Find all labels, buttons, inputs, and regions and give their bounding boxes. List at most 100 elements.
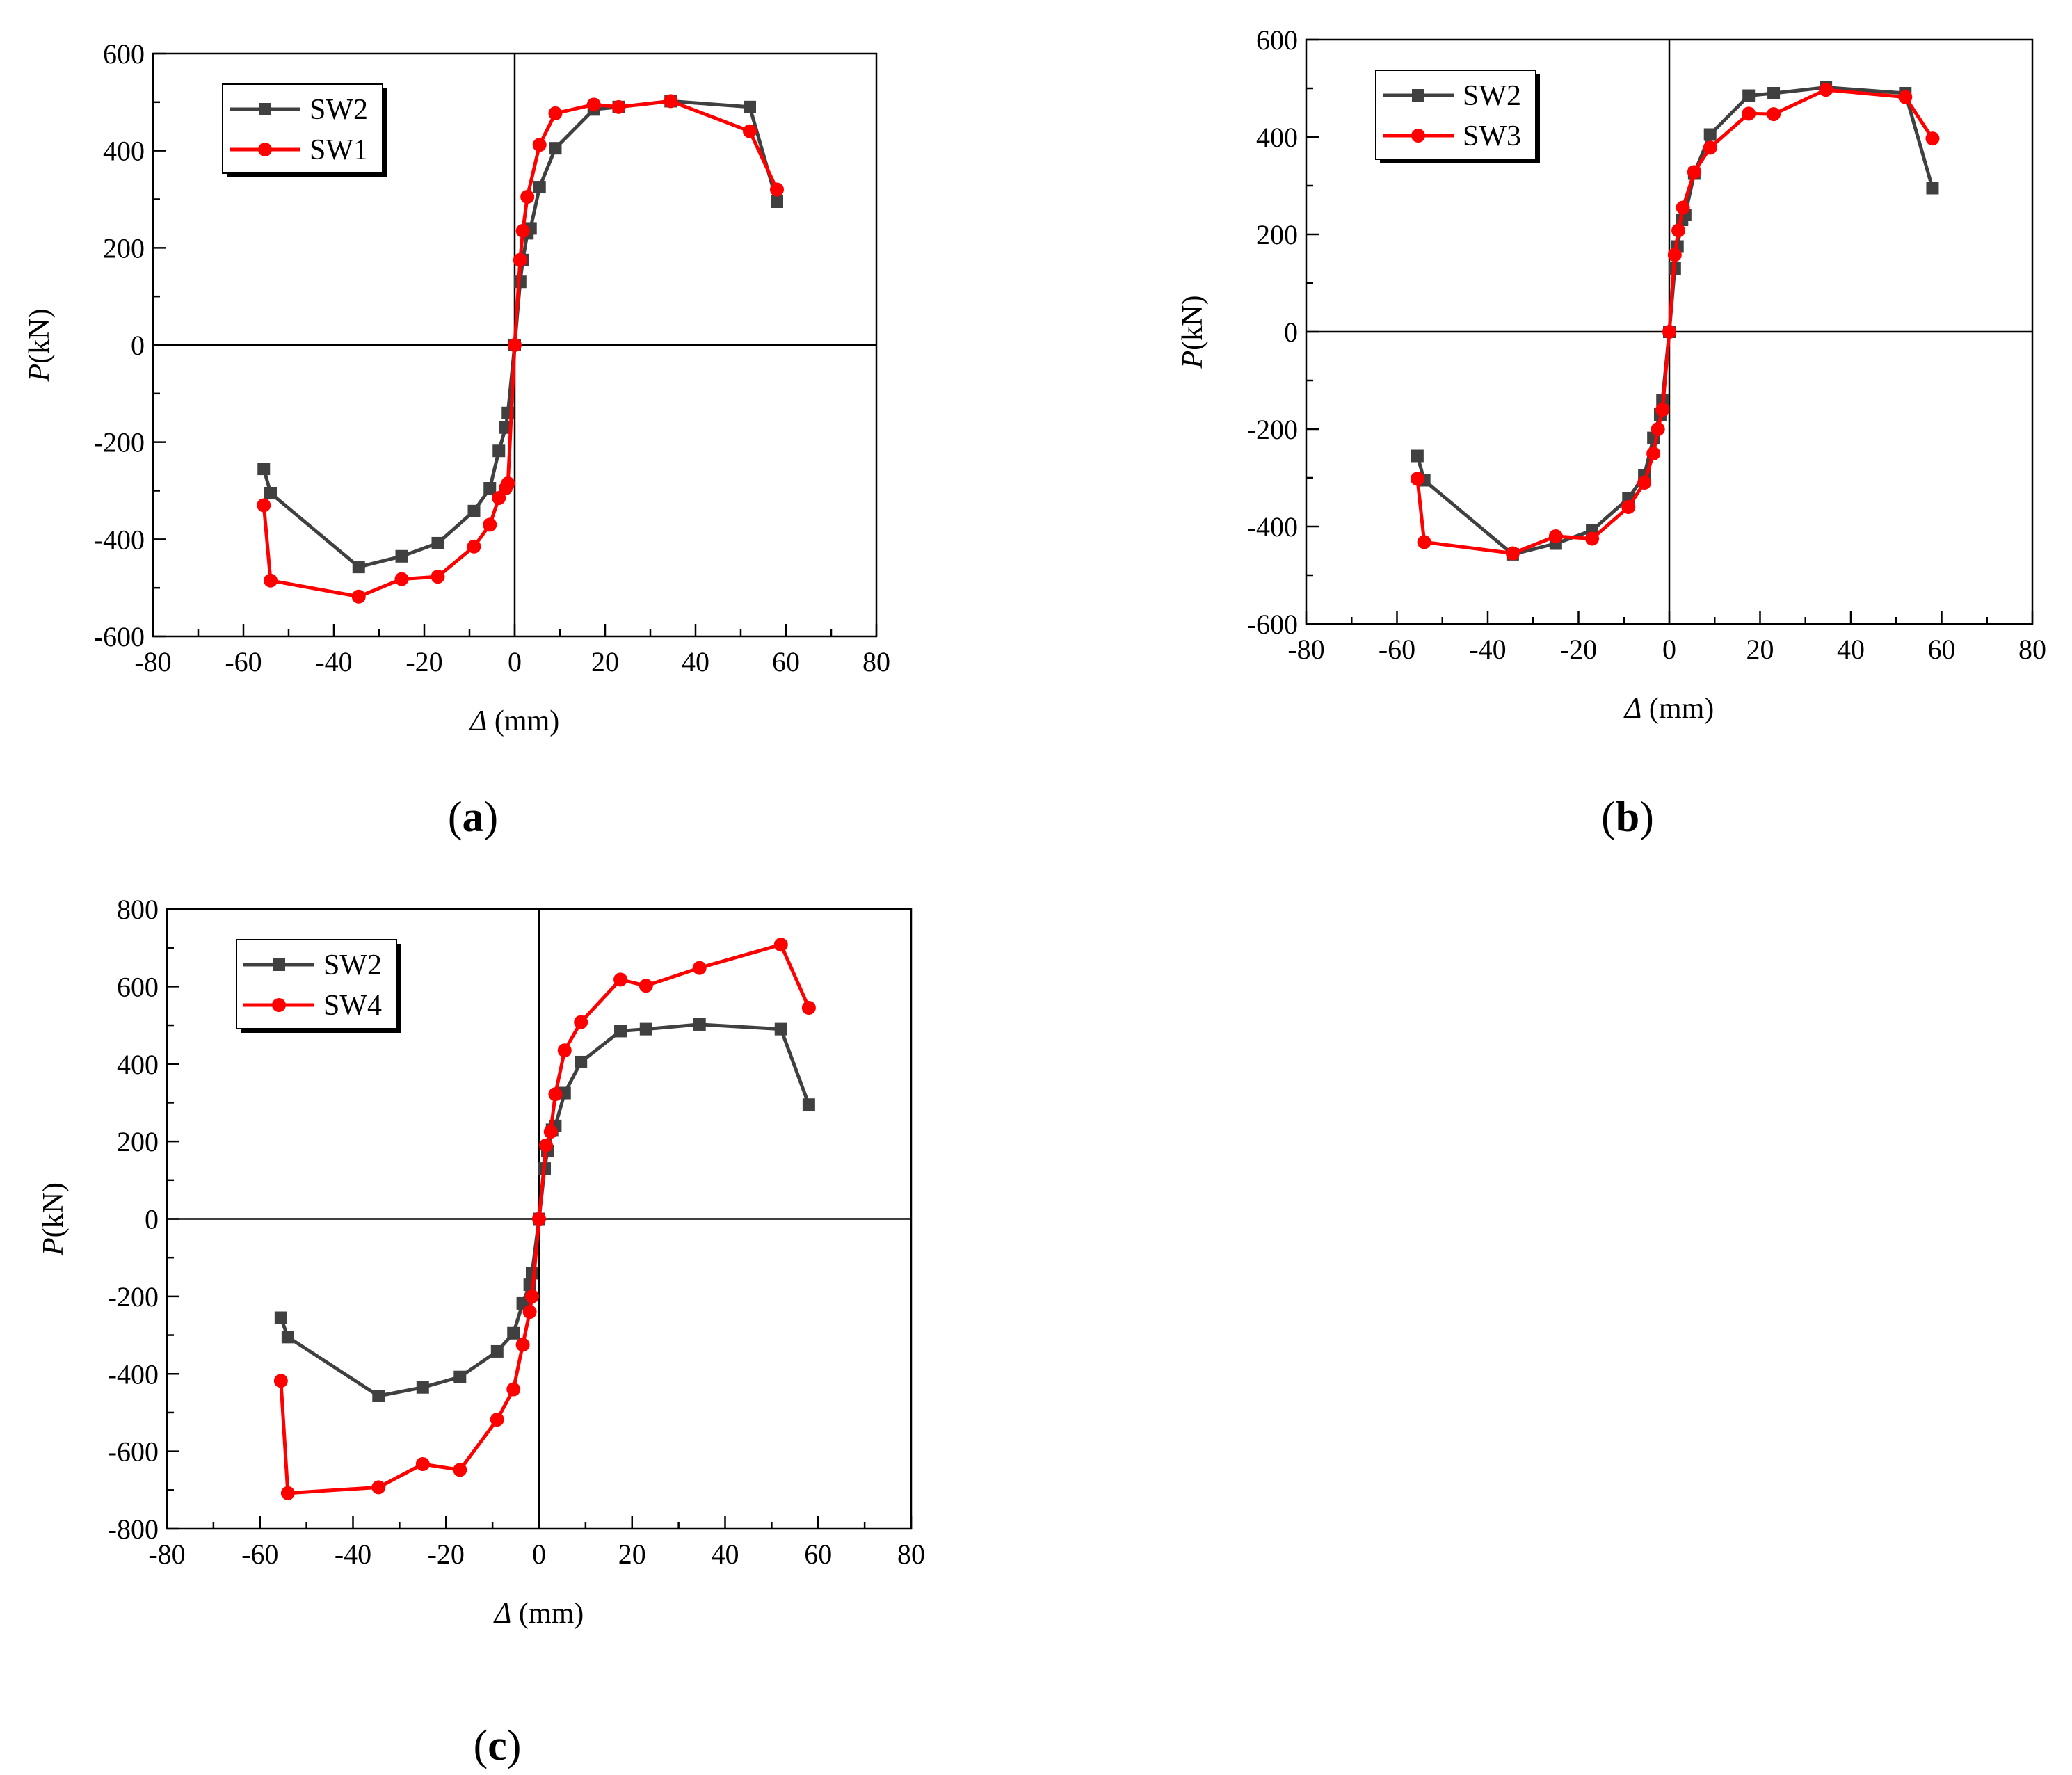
x-tick-label-b: 40: [1837, 634, 1865, 665]
data-point-sw4-c: [639, 979, 653, 993]
data-point-sw3-b: [1548, 529, 1563, 543]
legend-marker-sw1-a: [258, 143, 272, 156]
x-tick-label-c: 80: [897, 1539, 925, 1570]
data-point-sw2-a: [744, 100, 756, 113]
y-tick-label-b: -400: [1247, 511, 1298, 543]
legend-c: [236, 939, 397, 1029]
x-tick-label-c: 0: [532, 1539, 546, 1570]
y-tick-label-b: 0: [1284, 316, 1298, 348]
y-tick-label-b: 200: [1256, 219, 1298, 250]
data-point-sw2-a: [467, 504, 481, 517]
data-point-sw4-c: [522, 1305, 537, 1319]
y-tick-label-c: 200: [117, 1126, 159, 1157]
data-point-sw2-c: [575, 1055, 588, 1068]
x-tick-label-a: -40: [315, 646, 352, 677]
y-axis-title-b: P(kN): [1177, 296, 1209, 369]
legend-marker-sw3-b: [1411, 129, 1425, 143]
x-tick-label-b: 20: [1746, 634, 1774, 665]
x-tick-label-b: -20: [1560, 634, 1597, 665]
data-point-sw2-a: [771, 195, 783, 208]
data-point-sw1-a: [770, 182, 784, 197]
x-tick-label-a: 80: [862, 646, 890, 677]
data-point-sw2-b: [1742, 89, 1756, 102]
y-tick-label-a: -600: [94, 621, 145, 652]
data-point-sw2-c: [372, 1389, 385, 1402]
data-point-sw3-b: [1925, 131, 1940, 146]
legend-label-sw4-c: SW4: [323, 990, 382, 1022]
x-tick-label-c: 60: [804, 1539, 832, 1570]
y-axis-title-a: P(kN): [24, 309, 56, 383]
x-tick-label-c: -40: [335, 1539, 371, 1570]
x-tick-label-c: -60: [241, 1539, 278, 1570]
data-point-sw3-b: [1646, 447, 1661, 460]
data-point-sw4-c: [692, 961, 707, 975]
data-point-sw2-a: [533, 181, 546, 194]
data-point-sw2-a: [352, 561, 365, 574]
x-tick-label-a: -60: [225, 646, 262, 677]
data-point-sw4-c: [532, 1212, 546, 1226]
x-tick-label-a: 40: [682, 646, 709, 677]
x-tick-label-b: 80: [2018, 634, 2046, 665]
data-point-sw3-b: [1898, 90, 1913, 104]
data-point-sw4-c: [371, 1480, 386, 1495]
data-point-sw1-a: [394, 572, 409, 586]
x-tick-label-a: 20: [591, 646, 619, 677]
legend-label-sw1-a: SW1: [310, 134, 368, 166]
data-point-sw2-b: [1411, 449, 1424, 463]
x-tick-label-c: -20: [428, 1539, 465, 1570]
y-tick-label-a: 600: [103, 38, 145, 70]
data-point-sw3-b: [1667, 248, 1682, 262]
chart-panel-a: -80 -60 -40 -20 0 20 40 60 80-600-400-2000200400…: [24, 38, 890, 841]
legend-label-sw2-a: SW2: [310, 94, 368, 126]
legend-marker-sw2-b: [1412, 89, 1424, 102]
data-point-sw2-c: [281, 1331, 294, 1344]
data-point-sw1-a: [483, 517, 497, 532]
data-point-sw1-a: [515, 223, 530, 238]
legend-marker-sw4-c: [272, 998, 286, 1012]
x-tick-label-a: 60: [772, 646, 800, 677]
data-point-sw3-b: [1637, 476, 1652, 490]
data-point-sw2-a: [483, 482, 497, 495]
data-point-sw1-a: [492, 490, 506, 505]
data-point-sw4-c: [506, 1382, 521, 1397]
data-point-sw1-a: [501, 476, 515, 491]
data-point-sw4-c: [490, 1412, 504, 1427]
y-tick-label-a: 200: [103, 232, 145, 264]
y-tick-label-a: 0: [131, 330, 145, 361]
data-point-sw2-a: [395, 549, 408, 563]
y-tick-label-c: -600: [108, 1436, 159, 1468]
data-point-sw2-b: [1926, 182, 1939, 195]
data-point-sw3-b: [1621, 500, 1636, 514]
data-point-sw2-a: [431, 536, 444, 549]
data-point-sw3-b: [1410, 472, 1424, 486]
data-point-sw3-b: [1703, 140, 1717, 155]
data-point-sw2-c: [274, 1311, 287, 1324]
y-tick-label-c: -800: [108, 1513, 159, 1545]
data-point-sw3-b: [1417, 535, 1431, 549]
data-point-sw4-c: [453, 1463, 467, 1477]
y-tick-label-a: -400: [94, 524, 145, 555]
data-point-sw4-c: [574, 1015, 588, 1029]
y-tick-label-b: 600: [1256, 24, 1298, 56]
y-tick-label-a: 400: [103, 136, 145, 167]
legend-b: [1375, 70, 1536, 160]
legend-marker-sw2-c: [273, 958, 285, 971]
x-tick-label-c: 20: [618, 1539, 646, 1570]
data-point-sw2-c: [507, 1326, 520, 1340]
data-point-sw3-b: [1742, 106, 1756, 121]
data-point-sw2-b: [1767, 87, 1781, 99]
panel-label-c: (c): [474, 1722, 522, 1769]
chart-panel-c: -80 -60 -40 -20 0 20 40 60 80-800-600-400-200020…: [38, 894, 925, 1769]
data-point-sw4-c: [548, 1087, 563, 1102]
data-point-sw2-c: [490, 1344, 504, 1358]
data-point-sw4-c: [543, 1125, 558, 1139]
data-point-sw1-a: [664, 94, 678, 109]
legend-label-sw2-b: SW2: [1463, 80, 1521, 112]
chart-panel-b: -80 -60 -40 -20 0 20 40 60 80-600-400-2000200400…: [1177, 24, 2046, 841]
data-point-sw2-c: [693, 1018, 706, 1031]
data-point-sw2-c: [416, 1381, 429, 1394]
data-point-sw1-a: [351, 589, 366, 604]
x-axis-title-a: Δ (mm): [469, 705, 559, 737]
panel-label-b: (b): [1601, 794, 1654, 841]
